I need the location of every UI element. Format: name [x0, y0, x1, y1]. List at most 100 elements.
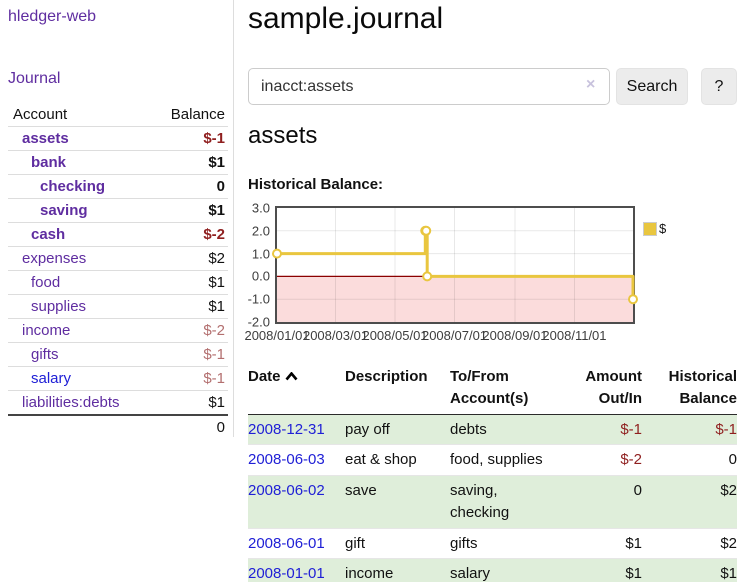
account-link[interactable]: saving	[40, 202, 88, 219]
transaction-date-link[interactable]: 2008-06-02	[248, 482, 325, 499]
balance-chart-plot	[272, 208, 638, 322]
register-description-cell: gift	[345, 528, 450, 560]
register-header-row: Date Description To/From Account(s) Amou…	[248, 362, 737, 415]
register-date-cell: 2008-12-31	[248, 414, 345, 446]
account-link[interactable]: assets	[22, 130, 69, 147]
account-row: checking 0	[8, 174, 228, 199]
y-axis-tick: 0.0	[251, 268, 270, 284]
account-link[interactable]: bank	[31, 154, 67, 171]
register-description-cell: eat & shop	[345, 444, 450, 476]
register-row: 2008-01-01 income salary $1 $1	[248, 558, 737, 582]
chart-legend: $	[643, 221, 667, 236]
register-header-balance: Historical Balance	[642, 362, 737, 415]
register-balance-cell: 0	[642, 444, 737, 476]
x-axis-tick: 2008/03/01	[302, 328, 369, 343]
transaction-date-link[interactable]: 2008-12-31	[248, 420, 325, 438]
register-accounts-cell: gifts	[450, 528, 555, 560]
register-description-cell: pay off	[345, 414, 450, 446]
x-axis-tick: 2008/07/01	[421, 328, 488, 343]
sort-ascending-icon	[285, 371, 298, 381]
register-row: 2008-12-31 pay off debts $-1 $-1	[248, 414, 737, 446]
search-input[interactable]	[248, 68, 610, 105]
register-accounts-cell: saving, checking	[450, 475, 555, 529]
account-name-cell: food	[8, 270, 150, 295]
register-balance-cell: $1	[642, 558, 737, 582]
account-name-cell: income	[8, 318, 150, 343]
transaction-date-link[interactable]: 2008-06-01	[248, 534, 325, 552]
register-header-date[interactable]: Date	[248, 362, 345, 415]
account-row: gifts $-1	[8, 342, 228, 367]
account-link[interactable]: food	[31, 274, 61, 291]
account-balance: $1	[149, 294, 228, 319]
account-name-cell: assets	[8, 126, 150, 151]
account-link[interactable]: liabilities:debts	[22, 394, 120, 411]
register-amount-cell: $-2	[555, 444, 642, 476]
register-table: Date Description To/From Account(s) Amou…	[248, 362, 737, 582]
account-row: bank $1	[8, 150, 228, 175]
register-row: 2008-06-01 gift gifts $1 $2	[248, 528, 737, 560]
register-accounts-cell: debts	[450, 414, 555, 446]
x-axis-tick: 2008/09/01	[482, 328, 548, 343]
y-axis-tick: 3.0	[251, 200, 270, 216]
y-axis-tick: -1.0	[247, 291, 270, 307]
account-link[interactable]: supplies	[31, 298, 87, 315]
account-link[interactable]: cash	[31, 226, 66, 243]
accounts-total-row: 0	[8, 414, 228, 439]
account-name-cell: liabilities:debts	[8, 390, 150, 416]
x-axis-tick: 2008/05/01	[362, 328, 428, 343]
register-amount-cell: $1	[555, 558, 642, 582]
register-date-cell: 2008-06-02	[248, 475, 345, 529]
account-link[interactable]: income	[22, 322, 71, 339]
x-axis-tick: 2008/11/01	[542, 328, 607, 343]
accounts-header-balance: Balance	[149, 103, 228, 127]
help-button[interactable]: ?	[701, 68, 737, 105]
register-date-cell: 2008-01-01	[248, 558, 345, 582]
app-title-link[interactable]: hledger-web	[8, 8, 97, 25]
account-name-cell: cash	[8, 222, 150, 247]
register-date-cell: 2008-06-03	[248, 444, 345, 476]
register-row: 2008-06-03 eat & shop food, supplies $-2 0	[248, 444, 737, 476]
legend-swatch-icon	[643, 221, 657, 236]
y-axis-tick: -2.0	[247, 314, 270, 330]
account-balance: $-1	[149, 366, 228, 391]
register-amount-cell: $-1	[555, 414, 642, 446]
account-balance: $-2	[149, 222, 228, 247]
account-row: food $1	[8, 270, 228, 295]
y-axis-tick: 1.0	[251, 246, 270, 262]
register-header-accounts: To/From Account(s)	[450, 362, 555, 415]
register-tbody: 2008-12-31 pay off debts $-1 $-1 2008-06-03 ea…	[248, 414, 737, 582]
sidebar-divider	[233, 0, 234, 437]
account-row: saving $1	[8, 198, 228, 223]
register-header-description: Description	[345, 362, 450, 415]
account-name-cell: gifts	[8, 342, 150, 367]
transaction-date-link[interactable]: 2008-01-01	[248, 565, 325, 582]
legend-label: $	[659, 221, 667, 236]
account-balance: $1	[149, 198, 228, 223]
accounts-total-spacer	[8, 414, 150, 439]
search-button[interactable]: Search	[616, 68, 688, 105]
account-row: expenses $2	[8, 246, 228, 271]
clear-search-icon[interactable]: ×	[586, 76, 596, 93]
account-name-cell: bank	[8, 150, 150, 175]
x-axis-tick: 2008/01/01	[244, 328, 310, 343]
account-link[interactable]: checking	[40, 178, 106, 195]
account-name-cell: supplies	[8, 294, 150, 319]
account-link[interactable]: gifts	[31, 346, 59, 363]
account-heading: assets	[248, 122, 318, 149]
account-balance: $2	[149, 246, 228, 271]
register-description-cell: income	[345, 558, 450, 582]
transaction-date-link[interactable]: 2008-06-03	[248, 451, 325, 469]
page-title: sample.journal	[248, 2, 444, 35]
register-accounts-cell: salary	[450, 558, 555, 582]
account-row: assets $-1	[8, 126, 228, 151]
accounts-header-account: Account	[8, 103, 150, 127]
sidebar-item-journal[interactable]: Journal	[8, 70, 61, 87]
account-balance: $1	[149, 270, 228, 295]
accounts-total-value: 0	[149, 414, 228, 439]
register-amount-cell: 0	[555, 475, 642, 529]
account-row: supplies $1	[8, 294, 228, 319]
account-link[interactable]: expenses	[22, 250, 87, 267]
account-row: income $-2	[8, 318, 228, 343]
account-link[interactable]: salary	[31, 370, 72, 387]
account-balance: $1	[149, 150, 228, 175]
